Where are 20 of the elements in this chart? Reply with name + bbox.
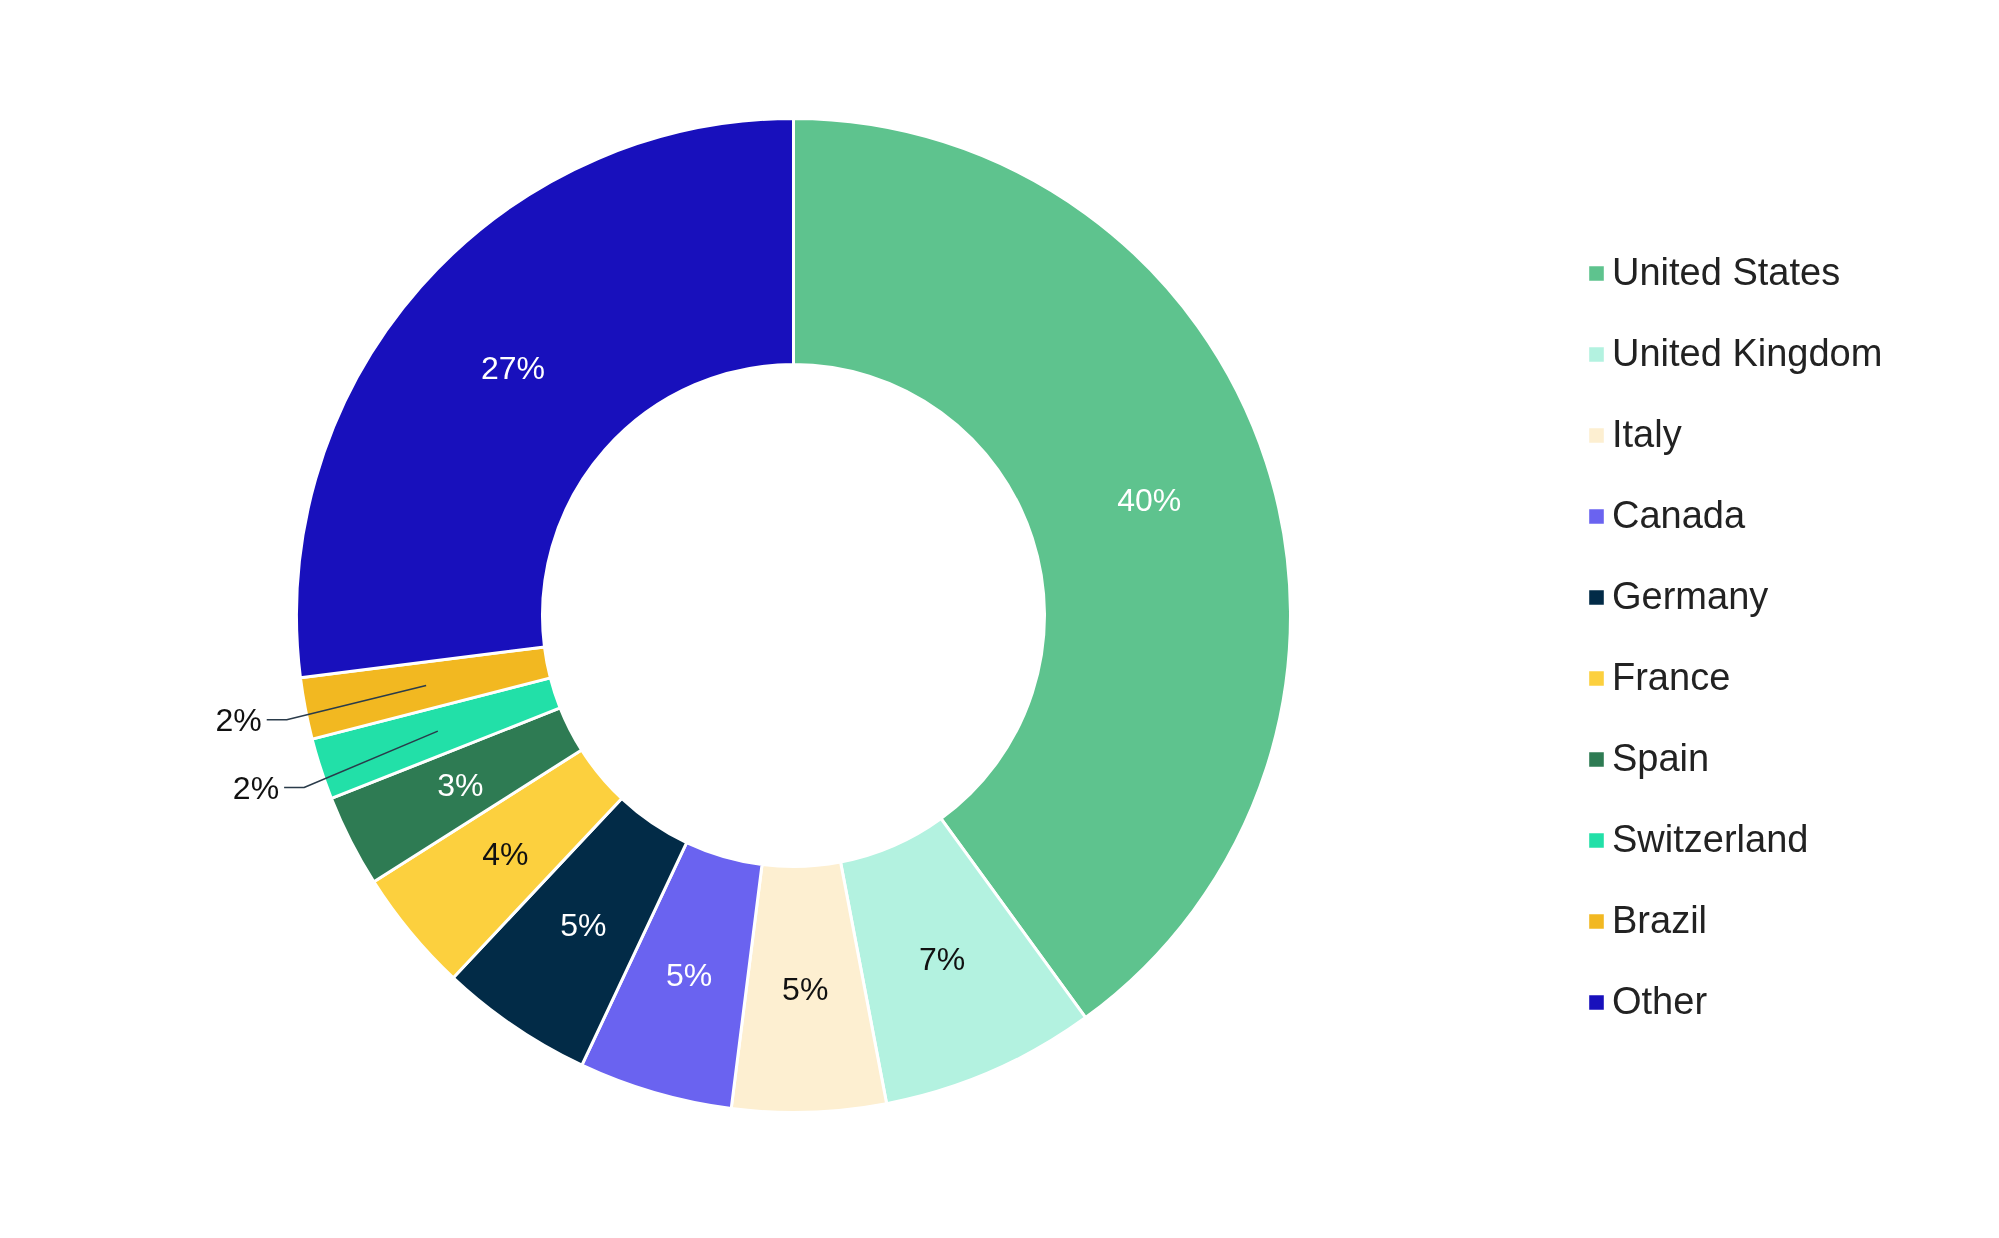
legend-label: Brazil	[1612, 899, 1708, 942]
data-label: 5%	[782, 971, 829, 1008]
legend-label: Canada	[1612, 494, 1746, 537]
data-label: 27%	[480, 350, 545, 387]
data-label: 3%	[437, 767, 484, 804]
data-label: 5%	[666, 956, 713, 993]
legend-label: Other	[1612, 980, 1708, 1023]
legend-label: Italy	[1612, 413, 1682, 456]
data-label: 4%	[482, 835, 529, 872]
legend-label: United Kingdom	[1612, 332, 1883, 375]
data-label: 2%	[232, 769, 280, 806]
data-label: 40%	[1117, 481, 1182, 518]
data-label: 7%	[918, 940, 966, 977]
data-label: 5%	[560, 906, 607, 943]
legend-label: France	[1612, 656, 1731, 699]
legend-label: Germany	[1612, 575, 1769, 618]
data-label: 2%	[215, 701, 262, 738]
legend-label: Switzerland	[1612, 818, 1809, 861]
legend-label: Spain	[1612, 737, 1710, 780]
legend-label: United States	[1612, 251, 1841, 294]
